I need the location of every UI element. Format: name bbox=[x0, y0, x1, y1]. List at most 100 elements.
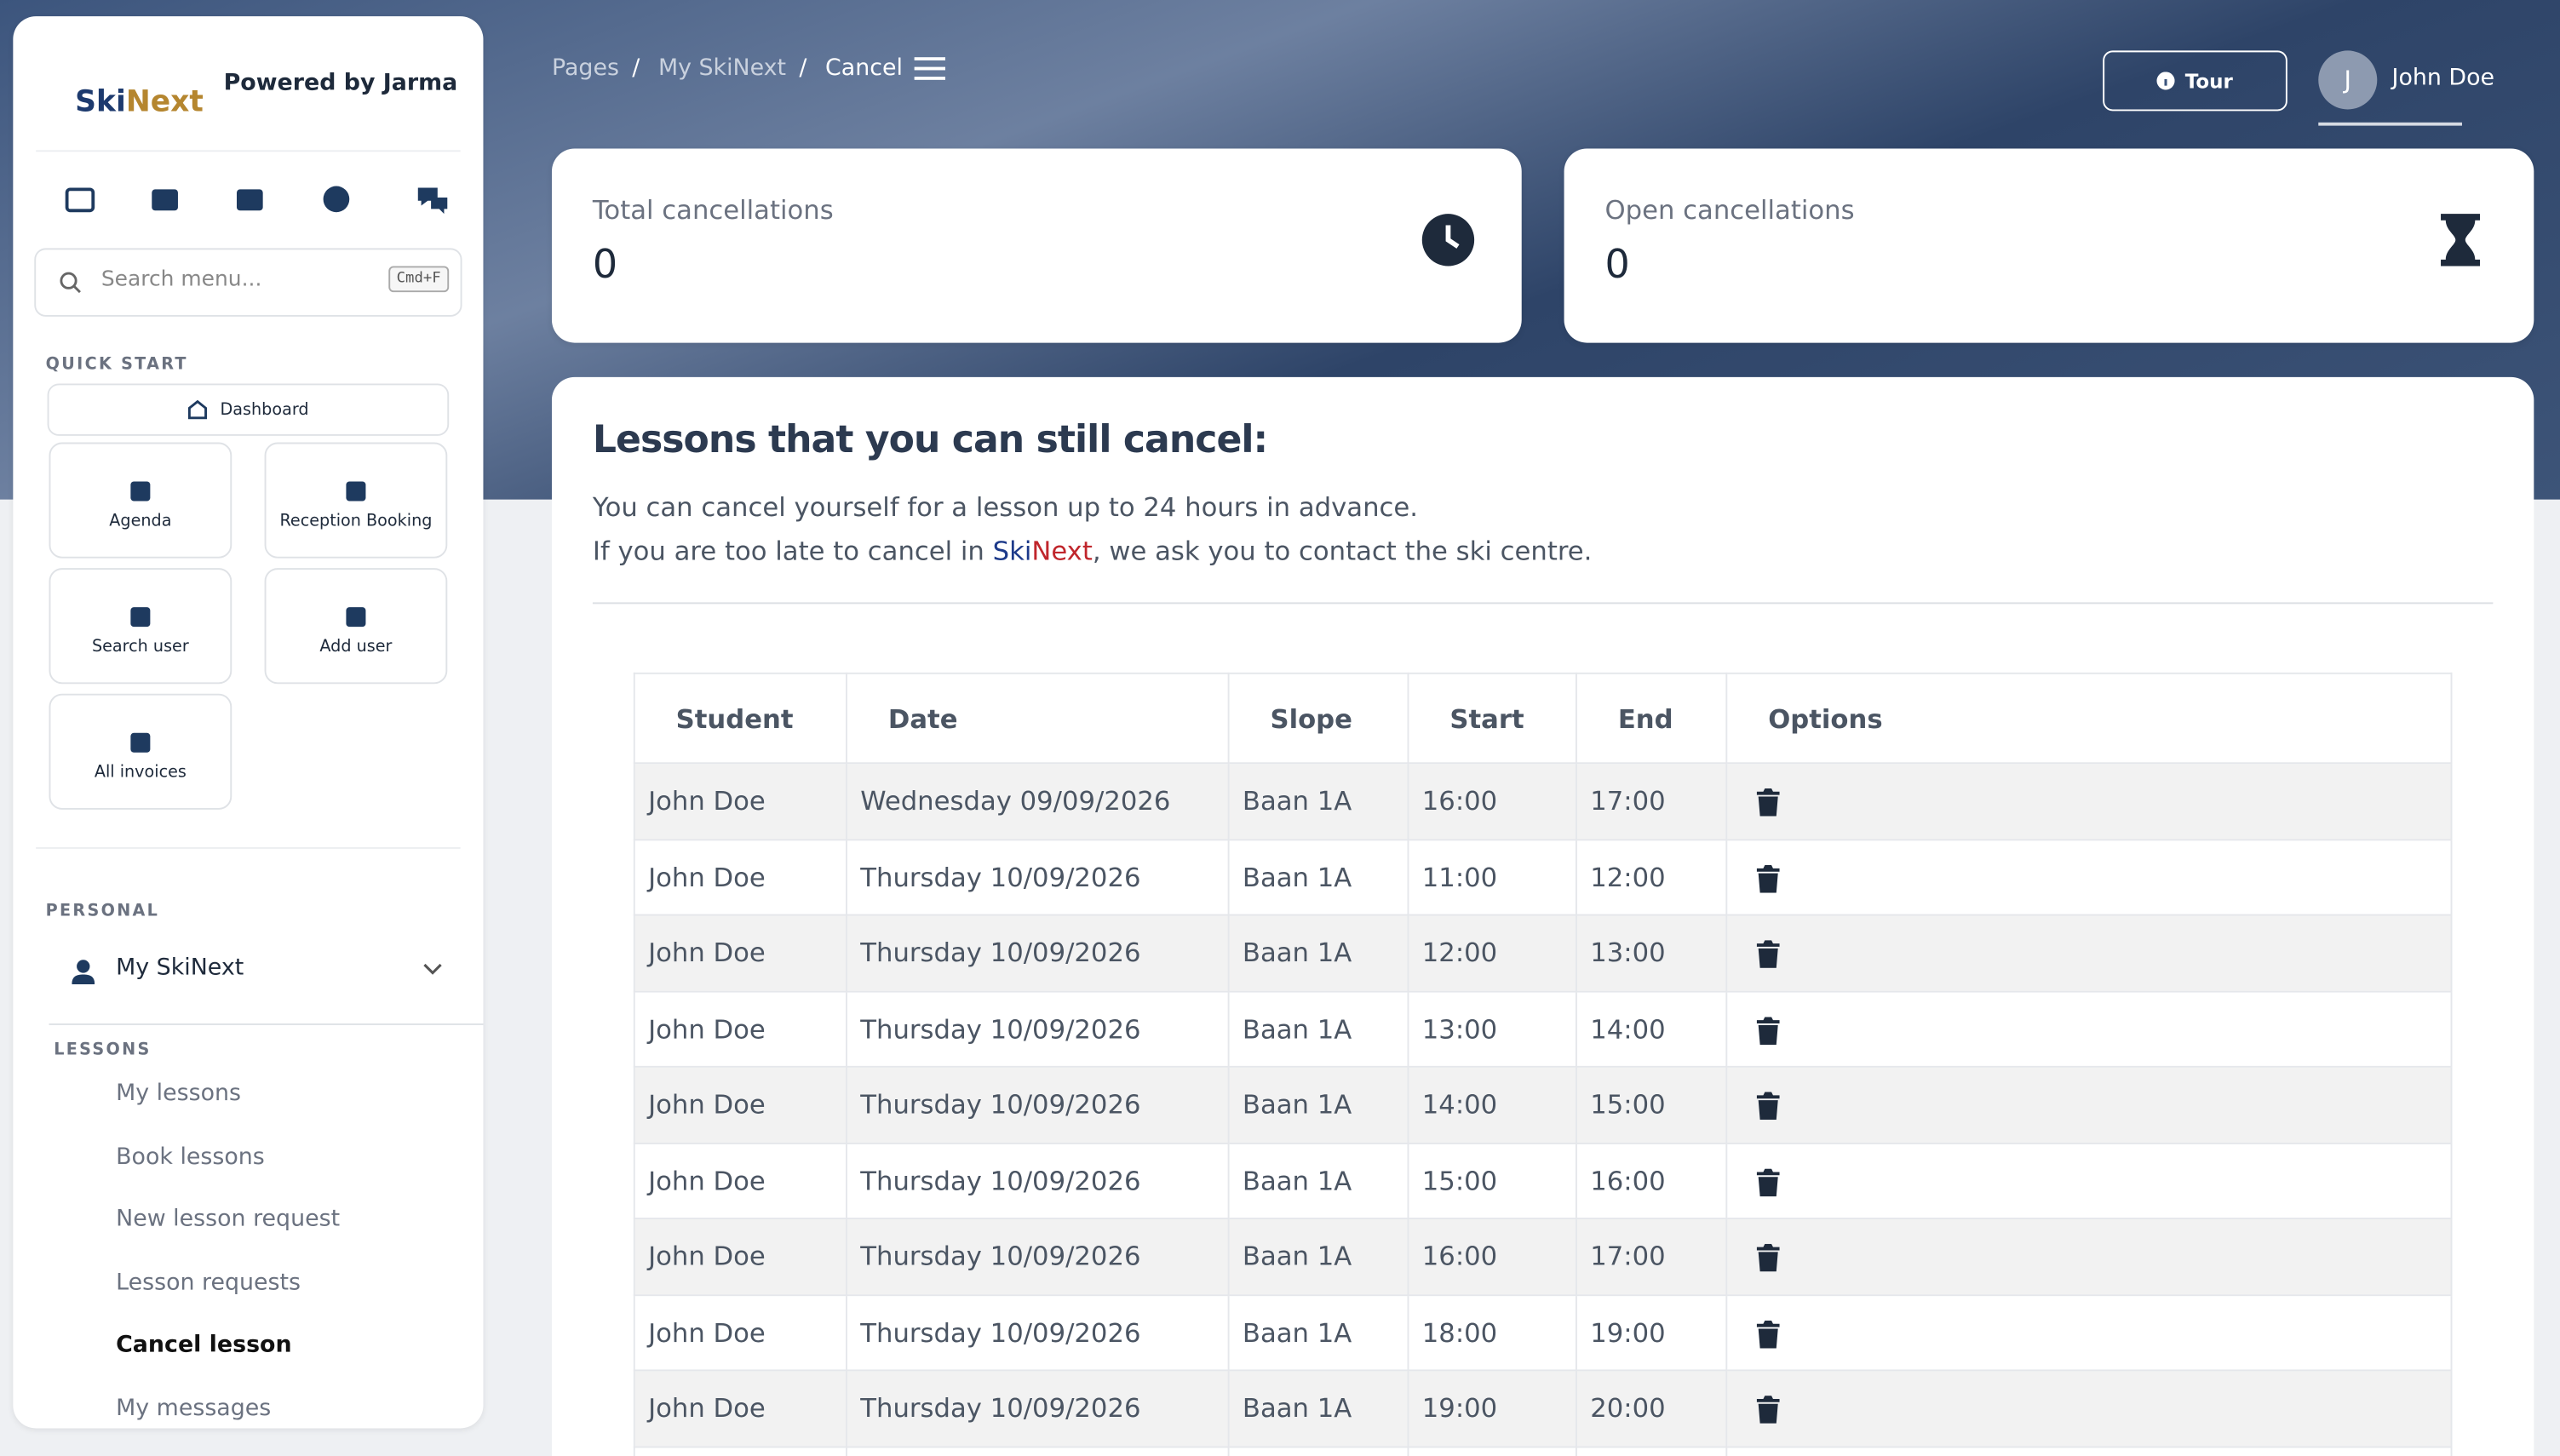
stat-icon bbox=[2441, 214, 2481, 267]
shortcut: Cmd+F bbox=[388, 266, 450, 293]
trash-icon bbox=[1756, 1244, 1780, 1272]
column-header: Start bbox=[1407, 672, 1577, 765]
hamburger[interactable] bbox=[914, 57, 945, 80]
tile-icon bbox=[346, 607, 366, 628]
dashboard-button[interactable]: Dashboard bbox=[47, 383, 450, 436]
cell: 19:00 bbox=[1575, 1293, 1728, 1372]
table-row: John Doe Thursday 10/09/2026 Baan 1A 16:00 1… bbox=[633, 1218, 2453, 1296]
icon-bar[interactable] bbox=[62, 183, 454, 219]
cell: Thursday 10/09/2026 bbox=[846, 1445, 1230, 1456]
delete-button[interactable] bbox=[1756, 940, 1780, 969]
table-row: John Doe Thursday 10/09/2026 Baan 1A 12:00 1… bbox=[633, 914, 2453, 992]
options-cell: CANCELLATION DISABLED bbox=[1725, 1445, 2453, 1456]
options-cell bbox=[1725, 1142, 2453, 1220]
column-header: End bbox=[1575, 672, 1728, 765]
stat-value: 0 bbox=[1604, 241, 1630, 288]
cell: Thursday 10/09/2026 bbox=[846, 1218, 1230, 1296]
tour-label: Tour bbox=[2184, 69, 2233, 93]
tile[interactable]: Agenda bbox=[49, 442, 232, 559]
tile[interactable]: Reception Booking bbox=[264, 442, 448, 559]
user-name[interactable]: John Doe bbox=[2391, 65, 2495, 92]
delete-button[interactable] bbox=[1756, 1168, 1780, 1196]
search-menu[interactable]: Search menu... Cmd+F bbox=[34, 248, 462, 317]
trash-icon bbox=[1756, 940, 1780, 969]
cell: Thursday 10/09/2026 bbox=[846, 1369, 1230, 1447]
menu-item[interactable]: Cancel lesson bbox=[116, 1332, 292, 1359]
crumb-separator: / bbox=[632, 55, 640, 82]
dashboard-label: Dashboard bbox=[220, 400, 309, 419]
divider bbox=[36, 846, 461, 849]
cell: 17:00 bbox=[1575, 762, 1728, 840]
my-skinext: My SkiNext bbox=[116, 954, 244, 982]
icon-shape bbox=[346, 607, 366, 628]
table-row: John Doe Thursday 10/09/2026 Baan 1A 19:00 2… bbox=[633, 1369, 2453, 1447]
section-label: QUICK START bbox=[45, 355, 188, 375]
crumb[interactable]: My SkiNext bbox=[657, 55, 787, 82]
cell: Thursday 10/09/2026 bbox=[846, 914, 1230, 992]
cell: 15:00 bbox=[1407, 1142, 1577, 1220]
cell: John Doe bbox=[633, 1293, 847, 1372]
icon-shape bbox=[346, 481, 366, 502]
cell: Baan 1A bbox=[1227, 838, 1409, 916]
crumb[interactable]: Pages bbox=[551, 55, 619, 82]
delete-button[interactable] bbox=[1756, 1244, 1780, 1272]
cell: Baan 1A bbox=[1227, 1218, 1409, 1296]
crumb: Cancel bbox=[825, 55, 904, 82]
avatar[interactable]: J bbox=[2318, 50, 2378, 110]
cell: 15:00 bbox=[1575, 1065, 1728, 1144]
panel-title: Lessons that you can still cancel: bbox=[592, 419, 1268, 462]
stat-card: Open cancellations 0 bbox=[1564, 148, 2534, 343]
cell: 12:00 bbox=[1575, 838, 1728, 916]
cell: John Doe bbox=[633, 1445, 847, 1456]
user-icon bbox=[72, 960, 95, 985]
cell: John Doe bbox=[633, 989, 847, 1068]
menu-item[interactable]: Book lessons bbox=[116, 1143, 265, 1170]
tile-icon bbox=[130, 481, 151, 502]
delete-button[interactable] bbox=[1756, 788, 1780, 817]
cell: 21:00 bbox=[1575, 1445, 1728, 1456]
hands bbox=[1445, 225, 1460, 249]
tile[interactable]: All invoices bbox=[49, 693, 232, 810]
logo-next: Next bbox=[125, 84, 204, 119]
table-row: John Doe Wednesday 09/09/2026 Baan 1A 16:00… bbox=[633, 762, 2453, 840]
trash-icon bbox=[1756, 864, 1780, 893]
tile-label: Reception Booking bbox=[279, 512, 433, 531]
trash-icon bbox=[1756, 1092, 1780, 1121]
delete-button[interactable] bbox=[1756, 1016, 1780, 1045]
lessons-table: Student Date Slope Start End Options John Doe W… bbox=[633, 672, 2453, 1456]
delete-button[interactable] bbox=[1756, 1396, 1780, 1424]
menu-item[interactable]: My lessons bbox=[116, 1081, 242, 1107]
cell: Thursday 10/09/2026 bbox=[846, 1065, 1230, 1144]
tour-button[interactable]: Tour bbox=[2103, 50, 2287, 112]
delete-button[interactable] bbox=[1756, 1320, 1780, 1349]
icon-shape bbox=[130, 481, 151, 502]
stat-card: Total cancellations 0 bbox=[551, 148, 1522, 343]
cell: John Doe bbox=[633, 1142, 847, 1220]
menu-item[interactable]: Lesson requests bbox=[116, 1269, 301, 1296]
cell: John Doe bbox=[633, 1369, 847, 1447]
cell: Baan 1A bbox=[1227, 1293, 1409, 1372]
tile[interactable]: Add user bbox=[264, 568, 448, 685]
delete-button[interactable] bbox=[1756, 1092, 1780, 1121]
stat-label: Total cancellations bbox=[592, 194, 834, 226]
column-header: Options bbox=[1725, 672, 2453, 765]
info-icon bbox=[2157, 72, 2176, 90]
logo[interactable]: SkiNext bbox=[75, 85, 204, 119]
trash-icon bbox=[1756, 1168, 1780, 1196]
delete-button[interactable] bbox=[1756, 864, 1780, 893]
powered-by: Powered by Jarma bbox=[223, 70, 458, 97]
cell: Thursday 10/09/2026 bbox=[846, 989, 1230, 1068]
tile[interactable]: Search user bbox=[49, 568, 232, 685]
cell: John Doe bbox=[633, 838, 847, 916]
table-body: John Doe Wednesday 09/09/2026 Baan 1A 16:00… bbox=[633, 762, 2453, 1456]
tile-icon bbox=[130, 732, 151, 753]
menu-item[interactable]: My messages bbox=[116, 1395, 272, 1421]
tile-label: Search user bbox=[91, 638, 189, 656]
options-cell bbox=[1725, 914, 2453, 992]
menu-item[interactable]: New lesson request bbox=[116, 1206, 341, 1233]
cell: 13:00 bbox=[1407, 989, 1577, 1068]
options-cell bbox=[1725, 838, 2453, 916]
cell: Baan 1A bbox=[1227, 1369, 1409, 1447]
cell: Baan 1A bbox=[1227, 1445, 1409, 1456]
